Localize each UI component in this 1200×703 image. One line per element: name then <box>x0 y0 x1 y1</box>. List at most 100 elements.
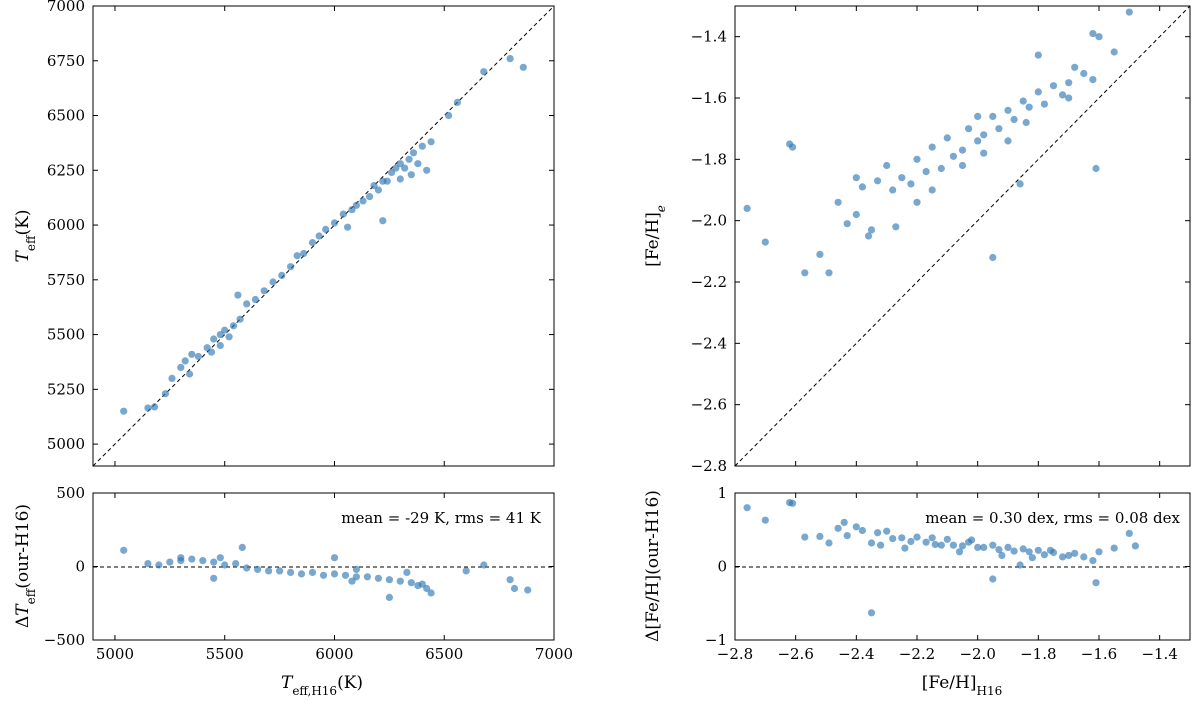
data-point <box>1040 100 1048 108</box>
data-point <box>155 561 163 569</box>
x-tick-label: −2.4 <box>838 645 874 663</box>
teff-resid-annotation: mean = -29 K, rms = 41 K <box>341 509 542 527</box>
data-point <box>315 232 323 240</box>
data-point <box>188 350 196 358</box>
data-point <box>199 557 207 565</box>
data-point <box>330 570 339 578</box>
data-point <box>348 577 356 585</box>
data-point <box>883 161 891 170</box>
data-point <box>236 315 244 323</box>
data-point <box>928 186 936 194</box>
y-tick-label: 0 <box>75 558 85 576</box>
data-point <box>825 539 833 547</box>
data-point <box>867 539 876 547</box>
data-point <box>225 333 233 341</box>
data-point <box>269 278 277 286</box>
feh-main-x-ticks <box>734 6 1161 466</box>
data-point <box>1028 554 1036 562</box>
feh-main-points <box>743 8 1133 277</box>
y-tick-label: 7000 <box>47 0 85 15</box>
feh-resid-axes-frame <box>734 492 1191 641</box>
data-point <box>186 370 194 378</box>
data-point <box>418 580 426 588</box>
data-point <box>898 174 906 182</box>
data-point <box>1019 545 1027 553</box>
data-point <box>980 149 988 157</box>
data-point <box>761 516 769 524</box>
data-point <box>843 532 851 540</box>
data-point <box>1080 69 1088 78</box>
data-point <box>789 499 797 507</box>
data-point <box>1010 115 1018 124</box>
y-tick-label: −1 <box>705 631 727 649</box>
y-tick-label: −2.6 <box>691 396 727 414</box>
data-point <box>120 407 128 415</box>
data-point <box>363 573 371 581</box>
data-point <box>761 238 769 246</box>
data-point <box>423 584 431 593</box>
data-point <box>409 149 418 157</box>
data-point <box>867 226 876 234</box>
data-point <box>210 335 218 343</box>
one-to-one-line <box>734 5 1191 467</box>
data-point <box>341 571 350 579</box>
data-point <box>998 551 1006 560</box>
data-point <box>907 537 915 546</box>
data-point <box>1110 544 1118 552</box>
data-point <box>161 390 169 398</box>
feh-main-axes-frame <box>734 5 1191 467</box>
y-tick-label: −2.8 <box>691 457 727 475</box>
data-point <box>1080 553 1088 561</box>
data-point <box>1025 103 1033 111</box>
feh-resid-annotation: mean = 0.30 dex, rms = 0.08 dex <box>925 509 1180 527</box>
data-point <box>405 155 413 163</box>
data-point <box>858 526 867 535</box>
feh-main-y-ticks: −2.8 −2.6 −2.4 −2.2 −2.0 −1.8 −1.6 −1.4 <box>691 28 1190 475</box>
data-point <box>958 146 967 154</box>
data-point <box>1049 82 1058 90</box>
y-tick-label: 5000 <box>47 435 85 453</box>
data-point <box>922 538 930 546</box>
data-point <box>913 198 921 206</box>
data-point <box>403 568 411 577</box>
data-point <box>1065 551 1073 560</box>
x-tick-label: −2.8 <box>717 645 753 663</box>
data-point <box>843 220 851 228</box>
data-point <box>1071 63 1079 71</box>
data-point <box>801 533 809 541</box>
data-point <box>995 546 1003 554</box>
data-point <box>928 143 936 151</box>
data-point <box>480 561 488 569</box>
data-point <box>1095 33 1103 41</box>
data-point <box>974 112 982 120</box>
data-point <box>251 295 259 304</box>
data-point <box>243 564 251 572</box>
data-point <box>1059 553 1067 561</box>
teff-main-ylabel: Teff(K) <box>13 210 38 263</box>
y-tick-label: 6250 <box>47 161 85 179</box>
data-point <box>801 269 809 277</box>
data-point <box>344 223 352 231</box>
data-point <box>743 204 751 212</box>
data-point <box>958 161 967 170</box>
teff-resid-points <box>120 543 532 602</box>
data-point <box>937 541 945 549</box>
data-point <box>243 300 251 308</box>
data-point <box>339 210 347 218</box>
data-point <box>414 160 422 168</box>
x-tick-label: −1.4 <box>1141 645 1177 663</box>
data-point <box>510 584 519 593</box>
teff-main-x-ticks <box>114 6 555 466</box>
data-point <box>150 403 159 411</box>
data-point <box>852 210 860 219</box>
teff-main-panel: 5000 5250 5500 5750 6000 6250 6500 6750 7000 Tef… <box>13 0 555 467</box>
data-point <box>352 573 360 581</box>
data-point <box>293 252 301 260</box>
data-point <box>352 201 360 209</box>
y-tick-label: −1.4 <box>691 28 727 46</box>
data-point <box>1089 76 1097 84</box>
data-point <box>374 574 382 582</box>
data-point <box>816 250 824 258</box>
data-point <box>1092 164 1100 173</box>
data-point <box>834 198 842 206</box>
